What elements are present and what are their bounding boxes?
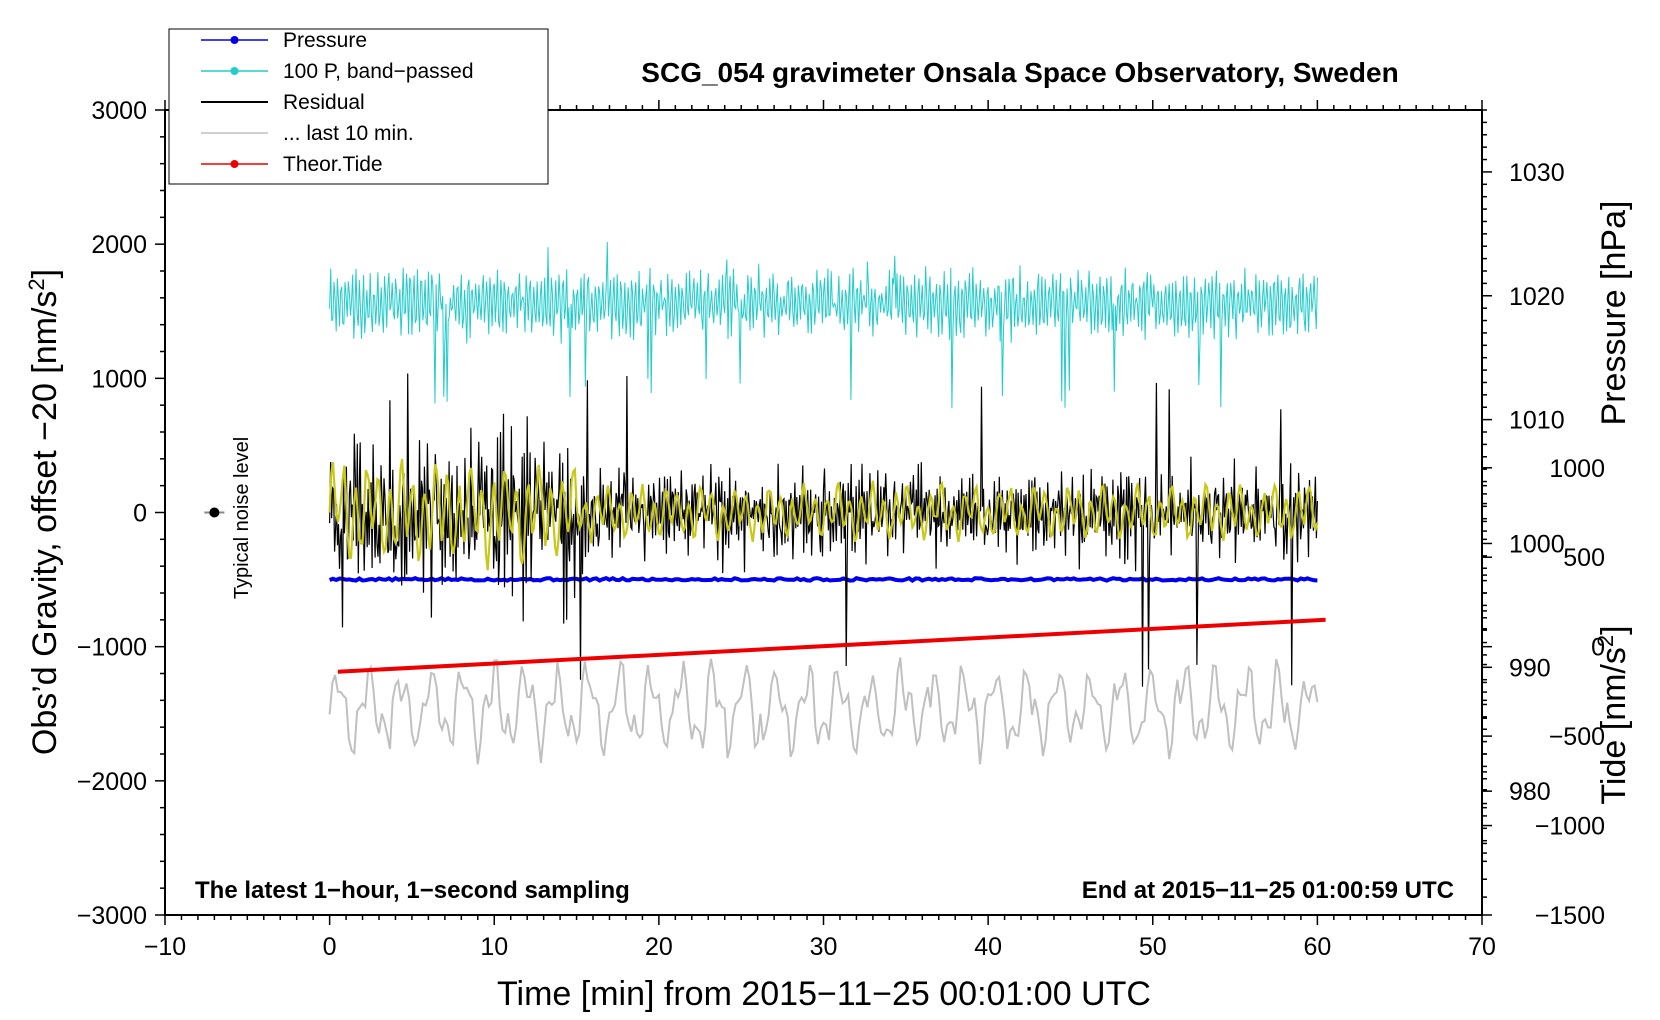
x-tick-label: −10 xyxy=(144,933,186,961)
x-tick-label: 10 xyxy=(480,933,508,961)
y-tick-label-tide: 0 xyxy=(1591,634,1605,662)
legend: Pressure 100 P, band−passed Residual ... la… xyxy=(168,28,549,185)
y-axis-gravity: 3000 2000 1000 0 −1000 −2000 −3000 xyxy=(77,97,165,930)
legend-marker xyxy=(230,67,239,75)
legend-marker xyxy=(230,160,239,168)
y-tick-label-pressure: 1010 xyxy=(1509,407,1565,435)
y-tick-label-tide: −1500 xyxy=(1535,902,1605,930)
y-tick-label-tide: 1000 xyxy=(1549,455,1605,483)
y-tick-label-tide: −1000 xyxy=(1535,813,1605,841)
noise-level-label: Typical noise level xyxy=(231,437,253,599)
y-tick-label-pressure: 1000 xyxy=(1509,530,1565,558)
y-axis-tide-title: Tide [nm/s2] xyxy=(1593,625,1633,804)
legend-label: Residual xyxy=(283,91,365,114)
legend-label: 100 P, band−passed xyxy=(283,60,474,83)
x-tick-label: 20 xyxy=(645,933,673,961)
x-tick-label: 30 xyxy=(810,933,838,961)
sampling-note: The latest 1−hour, 1−second sampling xyxy=(195,877,630,904)
series-100p-bandpassed-line xyxy=(329,241,1318,409)
end-time-note: End at 2015−11−25 01:00:59 UTC xyxy=(1082,877,1454,904)
x-tick-label: 0 xyxy=(323,933,337,961)
noise-dot xyxy=(209,507,220,518)
legend-label: Theor.Tide xyxy=(283,153,383,176)
legend-marker xyxy=(230,36,239,44)
x-tick-label: 50 xyxy=(1139,933,1167,961)
x-tick-label: 70 xyxy=(1468,933,1496,961)
y-tick-label-gravity: 1000 xyxy=(91,365,147,393)
y-tick-label-gravity: 2000 xyxy=(91,231,147,259)
series-residual-lowpass-line xyxy=(328,458,1319,571)
y-tick-label-pressure: 1020 xyxy=(1509,283,1565,311)
series-pressure-line xyxy=(328,575,1318,584)
x-tick-label: 40 xyxy=(974,933,1002,961)
series-theor-tide-line xyxy=(337,617,1326,674)
y-tick-label-pressure: 1030 xyxy=(1509,159,1565,187)
series-last-10-min-line xyxy=(328,657,1319,765)
legend-box xyxy=(168,28,549,185)
y-tick-label-gravity: −3000 xyxy=(77,902,147,930)
legend-label: ... last 10 min. xyxy=(283,122,414,145)
y-tick-label-gravity: 0 xyxy=(133,500,147,528)
legend-label: Pressure xyxy=(283,29,367,52)
y-tick-label-tide: 500 xyxy=(1563,544,1605,572)
y-tick-label-pressure: 980 xyxy=(1509,778,1551,806)
y-tick-label-tide: −500 xyxy=(1549,723,1605,751)
y-axis-pressure: 1030 1020 1010 1000 990 980 xyxy=(1482,109,1565,854)
y-tick-label-gravity: −2000 xyxy=(77,768,147,796)
y-axis-left-title: Obs’d Gravity, offset −20 [nm/s2] xyxy=(24,269,64,755)
y-tick-label-pressure: 990 xyxy=(1509,654,1551,682)
y-axis-pressure-title: Pressure [hPa] xyxy=(1595,201,1633,426)
noise-level-marker xyxy=(204,507,225,518)
y-tick-label-gravity: 3000 xyxy=(91,97,147,125)
y-tick-label-gravity: −1000 xyxy=(77,634,147,662)
x-axis-title: Time [min] from 2015−11−25 00:01:00 UTC xyxy=(497,975,1151,1013)
x-tick-label: 60 xyxy=(1303,933,1331,961)
chart-title: SCG_054 gravimeter Onsala Space Observat… xyxy=(641,57,1398,88)
